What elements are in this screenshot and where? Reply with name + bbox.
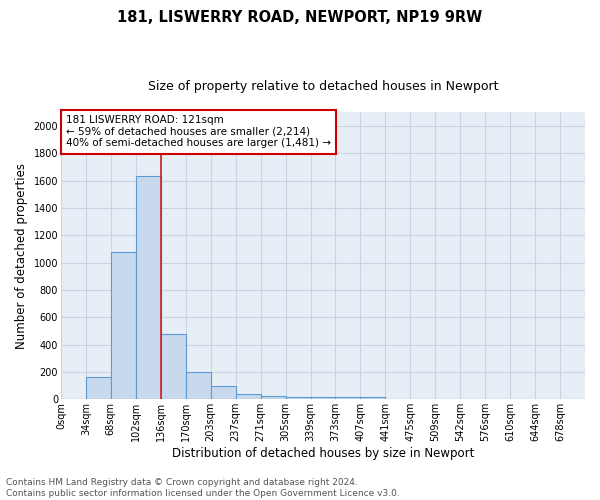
Bar: [111, 252, 136, 400]
Bar: [236, 394, 260, 400]
Y-axis label: Number of detached properties: Number of detached properties: [15, 163, 28, 349]
X-axis label: Distribution of detached houses by size in Newport: Distribution of detached houses by size …: [172, 447, 474, 460]
Text: 181 LISWERRY ROAD: 121sqm
← 59% of detached houses are smaller (2,214)
40% of se: 181 LISWERRY ROAD: 121sqm ← 59% of detac…: [66, 115, 331, 148]
Bar: [335, 397, 361, 400]
Text: 181, LISWERRY ROAD, NEWPORT, NP19 9RW: 181, LISWERRY ROAD, NEWPORT, NP19 9RW: [118, 10, 482, 25]
Bar: [161, 334, 186, 400]
Bar: [311, 397, 335, 400]
Bar: [286, 396, 311, 400]
Text: Contains HM Land Registry data © Crown copyright and database right 2024.
Contai: Contains HM Land Registry data © Crown c…: [6, 478, 400, 498]
Bar: [136, 176, 161, 400]
Bar: [260, 396, 286, 400]
Bar: [186, 372, 211, 400]
Bar: [211, 386, 236, 400]
Bar: [361, 397, 385, 400]
Title: Size of property relative to detached houses in Newport: Size of property relative to detached ho…: [148, 80, 498, 93]
Bar: [86, 378, 111, 400]
